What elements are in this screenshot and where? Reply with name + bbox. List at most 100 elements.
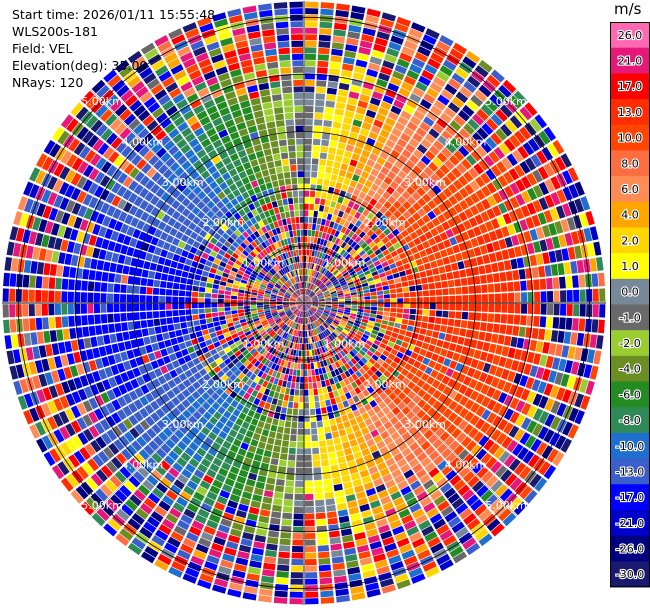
velocity-gate [338, 429, 347, 437]
velocity-gate [117, 396, 127, 408]
velocity-gate [366, 159, 376, 168]
velocity-gate [276, 28, 289, 35]
velocity-gate [391, 406, 401, 416]
velocity-gate [388, 383, 397, 392]
velocity-gate [276, 319, 283, 325]
velocity-gate [390, 293, 397, 299]
velocity-gate [286, 125, 295, 133]
velocity-gate [341, 475, 351, 483]
velocity-gate [319, 283, 325, 289]
velocity-gate [377, 489, 389, 499]
velocity-gate [204, 308, 212, 313]
velocity-gate [486, 118, 499, 131]
velocity-gate [368, 263, 375, 270]
velocity-gate [191, 520, 205, 531]
velocity-gate [383, 421, 393, 430]
velocity-gate [393, 99, 405, 110]
velocity-gate [317, 211, 323, 218]
velocity-gate [167, 217, 177, 227]
velocity-gate [334, 329, 341, 335]
velocity-gate [314, 197, 321, 205]
velocity-gate [101, 238, 110, 250]
velocity-gate [283, 296, 290, 299]
velocity-gate [197, 87, 210, 98]
velocity-gate [371, 224, 379, 233]
velocity-gate [114, 470, 127, 484]
velocity-gate [284, 318, 290, 324]
velocity-gate [355, 266, 362, 273]
velocity-gate [417, 389, 427, 398]
velocity-gate [349, 418, 358, 426]
velocity-gate [285, 291, 292, 296]
velocity-gate [152, 218, 161, 228]
velocity-gate [110, 230, 120, 242]
velocity-gate [385, 507, 397, 518]
velocity-gate [361, 356, 368, 364]
velocity-gate [301, 295, 304, 302]
velocity-gate [349, 466, 359, 475]
velocity-gate [353, 355, 361, 362]
velocity-gate [383, 265, 391, 272]
velocity-gate [257, 228, 264, 236]
velocity-gate [224, 211, 233, 219]
velocity-gate [248, 153, 257, 161]
velocity-gate [277, 240, 282, 248]
velocity-gate [180, 144, 191, 154]
velocity-gate [332, 322, 338, 327]
velocity-gate [325, 498, 335, 506]
velocity-gate [270, 308, 277, 312]
velocity-gate [412, 87, 425, 98]
velocity-gate [393, 496, 405, 507]
velocity-gate [226, 318, 233, 324]
velocity-gate [220, 205, 229, 214]
velocity-gate [229, 354, 237, 362]
velocity-gate [312, 217, 318, 224]
velocity-gate [47, 176, 58, 190]
velocity-gate [171, 34, 186, 45]
velocity-gate [398, 392, 407, 401]
velocity-gate [419, 121, 431, 132]
velocity-gate [331, 556, 344, 564]
velocity-gate [152, 378, 161, 388]
velocity-gate [270, 301, 276, 303]
velocity-gate [293, 284, 298, 290]
velocity-gate [186, 502, 199, 513]
velocity-gate [312, 300, 319, 303]
velocity-gate [124, 462, 136, 474]
velocity-gate [476, 108, 489, 121]
velocity-gate [265, 374, 272, 382]
velocity-gate [188, 441, 199, 452]
velocity-gate [570, 231, 580, 245]
velocity-gate [274, 439, 282, 446]
velocity-gate [28, 304, 35, 317]
velocity-gate [217, 406, 226, 415]
velocity-gate [294, 493, 304, 501]
velocity-gate [272, 180, 279, 188]
velocity-gate [387, 485, 399, 495]
velocity-gate [161, 203, 171, 213]
velocity-gate [317, 319, 323, 325]
velocity-gate [227, 260, 235, 267]
velocity-gate [533, 241, 542, 253]
velocity-gate [437, 191, 448, 202]
velocity-gate [102, 215, 112, 227]
velocity-gate [191, 291, 199, 297]
velocity-gate [297, 236, 301, 243]
velocity-gate [257, 420, 265, 429]
velocity-gate [95, 157, 107, 170]
velocity-gate [278, 54, 291, 61]
velocity-gate [529, 228, 539, 241]
velocity-gate [257, 156, 266, 165]
velocity-gate [244, 330, 252, 337]
velocity-gate [292, 533, 304, 540]
velocity-gate [242, 384, 250, 392]
velocity-gate [387, 195, 397, 205]
velocity-gate [181, 249, 189, 258]
velocity-gate [317, 60, 329, 68]
velocity-gate [416, 160, 427, 171]
velocity-gate [250, 365, 257, 373]
velocity-gate [128, 205, 139, 216]
velocity-gate [585, 211, 595, 226]
velocity-gate [353, 409, 361, 418]
velocity-gate [305, 565, 317, 572]
